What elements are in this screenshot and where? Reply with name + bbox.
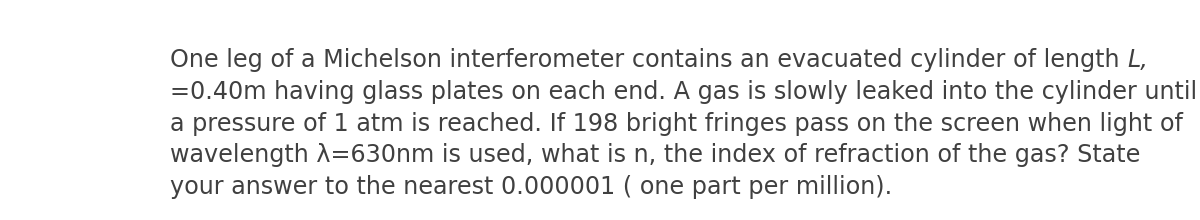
Text: wavelength λ=630nm is used, what is n, the index of refraction of the gas? State: wavelength λ=630nm is used, what is n, t… — [170, 143, 1141, 167]
Text: a pressure of 1 atm is reached. If 198 bright fringes pass on the screen when li: a pressure of 1 atm is reached. If 198 b… — [170, 112, 1183, 136]
Text: =0.40m having glass plates on each end. A gas is slowly leaked into the cylinder: =0.40m having glass plates on each end. … — [170, 80, 1198, 104]
Text: L,: L, — [1128, 48, 1148, 72]
Text: One leg of a Michelson interferometer contains an evacuated cylinder of length: One leg of a Michelson interferometer co… — [170, 48, 1128, 72]
Text: your answer to the nearest 0.000001 ( one part per million).: your answer to the nearest 0.000001 ( on… — [170, 175, 893, 199]
